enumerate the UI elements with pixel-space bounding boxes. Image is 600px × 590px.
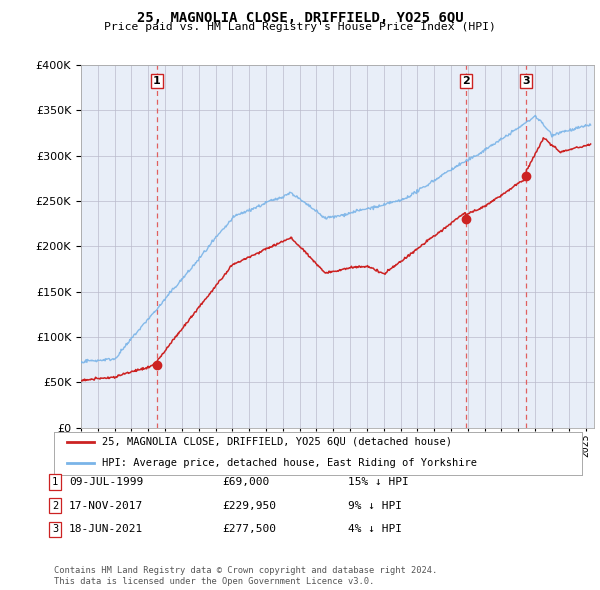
Text: HPI: Average price, detached house, East Riding of Yorkshire: HPI: Average price, detached house, East…	[101, 458, 476, 468]
Text: 09-JUL-1999: 09-JUL-1999	[69, 477, 143, 487]
Text: 2: 2	[462, 76, 470, 86]
Text: 17-NOV-2017: 17-NOV-2017	[69, 501, 143, 510]
Text: £277,500: £277,500	[222, 525, 276, 534]
Text: 25, MAGNOLIA CLOSE, DRIFFIELD, YO25 6QU: 25, MAGNOLIA CLOSE, DRIFFIELD, YO25 6QU	[137, 11, 463, 25]
Text: 3: 3	[522, 76, 530, 86]
Text: 1: 1	[52, 477, 58, 487]
Text: Contains HM Land Registry data © Crown copyright and database right 2024.
This d: Contains HM Land Registry data © Crown c…	[54, 566, 437, 586]
Text: £229,950: £229,950	[222, 501, 276, 510]
Text: 18-JUN-2021: 18-JUN-2021	[69, 525, 143, 534]
Text: 1: 1	[153, 76, 161, 86]
Text: 25, MAGNOLIA CLOSE, DRIFFIELD, YO25 6QU (detached house): 25, MAGNOLIA CLOSE, DRIFFIELD, YO25 6QU …	[101, 437, 452, 447]
Text: 2: 2	[52, 501, 58, 510]
Text: 9% ↓ HPI: 9% ↓ HPI	[348, 501, 402, 510]
Text: 4% ↓ HPI: 4% ↓ HPI	[348, 525, 402, 534]
Text: 15% ↓ HPI: 15% ↓ HPI	[348, 477, 409, 487]
Text: 3: 3	[52, 525, 58, 534]
Text: Price paid vs. HM Land Registry's House Price Index (HPI): Price paid vs. HM Land Registry's House …	[104, 22, 496, 32]
Text: £69,000: £69,000	[222, 477, 269, 487]
